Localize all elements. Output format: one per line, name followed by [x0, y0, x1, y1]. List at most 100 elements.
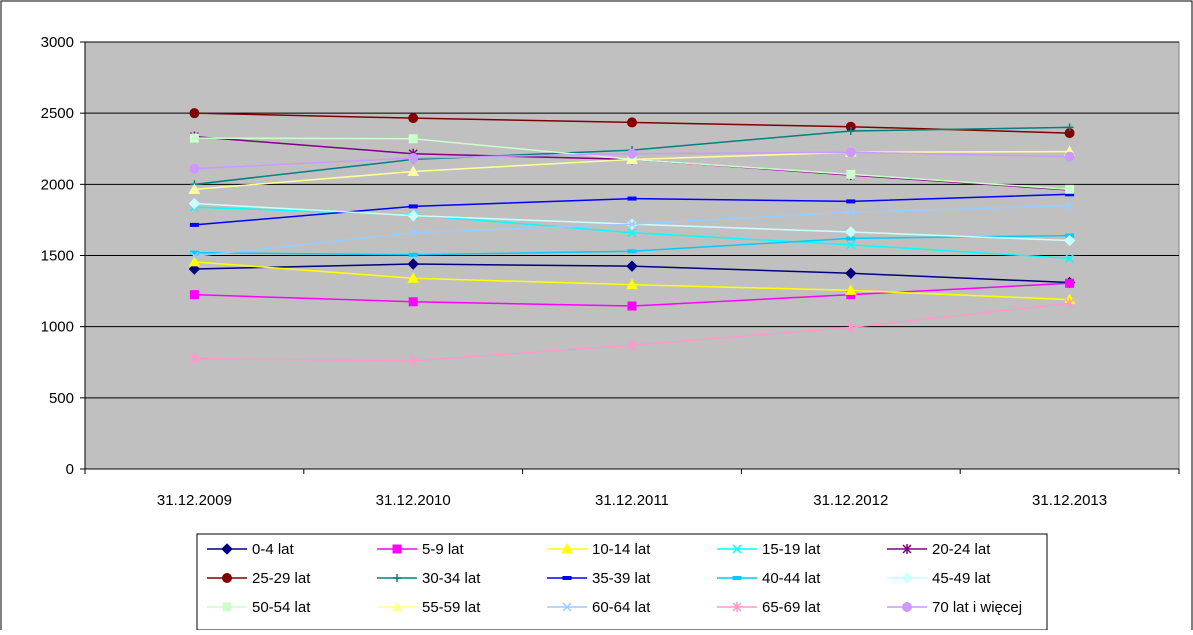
legend-marker [222, 573, 232, 583]
legend-label: 5-9 lat [422, 541, 465, 558]
data-point [408, 113, 419, 124]
gridlines [85, 41, 1179, 399]
legend-label: 35-39 lat [592, 570, 651, 587]
legend-item: 45-49 lat [887, 570, 991, 587]
data-point [846, 322, 856, 333]
data-point [408, 153, 419, 164]
legend-label: 55-59 lat [422, 599, 481, 616]
data-point [846, 126, 855, 135]
legend-item: 65-69 lat [717, 599, 821, 616]
data-point [408, 252, 418, 257]
legend-item: 20-24 lat [887, 541, 991, 558]
data-point [408, 355, 418, 366]
data-point [845, 147, 856, 158]
legend-marker [901, 572, 913, 584]
data-point [1065, 123, 1074, 132]
data-point [407, 165, 420, 177]
y-tick-label: 3000 [41, 34, 74, 51]
data-point [1065, 253, 1075, 263]
legend-label: 70 lat i więcej [932, 599, 1022, 616]
data-point [408, 134, 418, 144]
data-point [1065, 278, 1075, 288]
legend-label: 45-49 lat [932, 570, 991, 587]
legend-label: 20-24 lat [932, 541, 991, 558]
data-point [188, 197, 201, 210]
data-point [1065, 184, 1075, 194]
data-point [627, 196, 637, 201]
data-point [408, 204, 418, 209]
series-65-69-lat [189, 298, 1075, 366]
y-tick-label: 1000 [41, 319, 74, 336]
data-point [627, 249, 637, 254]
legend-item: 15-19 lat [717, 541, 821, 558]
data-point [627, 228, 637, 238]
data-point [189, 222, 199, 227]
data-point [189, 353, 199, 364]
legend-label: 30-34 lat [422, 570, 481, 587]
x-tick-label: 31.12.2009 [157, 492, 232, 509]
data-point [845, 267, 857, 279]
legend-item: 55-59 lat [377, 599, 481, 616]
legend-label: 15-19 lat [762, 541, 821, 558]
data-point [407, 258, 419, 270]
legend-label: 65-69 lat [762, 599, 821, 616]
y-tick-label: 500 [49, 390, 74, 407]
x-tick-label: 31.12.2013 [1032, 492, 1107, 509]
legend-marker [732, 602, 742, 612]
data-point [626, 153, 638, 164]
data-point [1065, 201, 1075, 211]
data-point [627, 301, 637, 311]
y-tick-label: 2500 [41, 105, 74, 122]
data-point [626, 260, 638, 272]
legend-item: 5-9 lat [377, 541, 465, 558]
data-point [846, 199, 856, 204]
data-point [627, 219, 637, 229]
data-point [189, 251, 199, 261]
data-point [189, 290, 199, 300]
legend: 0-4 lat 5-9 lat 10-14 lat 15-19 lat 20-24 la… [196, 533, 1048, 631]
legend-label: 40-44 lat [762, 570, 821, 587]
legend-marker [393, 574, 401, 582]
legend-item: 35-39 lat [547, 570, 651, 587]
legend-item: 25-29 lat [207, 570, 311, 587]
data-point [1064, 151, 1075, 162]
legend-marker [732, 576, 742, 580]
legend-marker [902, 602, 912, 612]
legend-item: 0-4 lat [207, 541, 295, 558]
data-point [626, 278, 638, 290]
data-point [189, 108, 200, 119]
series-60-64-lat [189, 201, 1075, 261]
legend-label: 0-4 lat [252, 541, 295, 558]
legend-item: 60-64 lat [547, 599, 651, 616]
legend-item: 10-14 lat [547, 541, 651, 558]
legend-marker [562, 576, 572, 580]
x-tick-label: 31.12.2012 [813, 492, 888, 509]
data-point [407, 272, 420, 283]
data-point [844, 284, 857, 295]
legend-marker [902, 544, 912, 554]
legend-label: 50-54 lat [252, 599, 311, 616]
data-point [408, 297, 418, 307]
data-point [846, 240, 856, 250]
data-point [408, 228, 418, 238]
data-point [845, 226, 857, 238]
legend-item: 40-44 lat [717, 570, 821, 587]
data-point [189, 133, 199, 143]
data-point [188, 183, 201, 194]
data-point [1063, 234, 1076, 247]
legend-item: 70 lat i więcej [887, 599, 1022, 616]
legend-marker [561, 542, 573, 554]
data-point [846, 207, 856, 217]
series-group [188, 108, 1076, 366]
data-point [627, 117, 637, 128]
data-point [1065, 298, 1075, 309]
series-35-39-lat [189, 192, 1075, 227]
series-70-lat-i-więcej [189, 147, 1075, 174]
legend-marker [391, 600, 403, 612]
y-tick-label: 2000 [41, 176, 74, 193]
data-point [627, 148, 637, 159]
data-point [188, 255, 201, 267]
legend-marker [732, 544, 742, 554]
